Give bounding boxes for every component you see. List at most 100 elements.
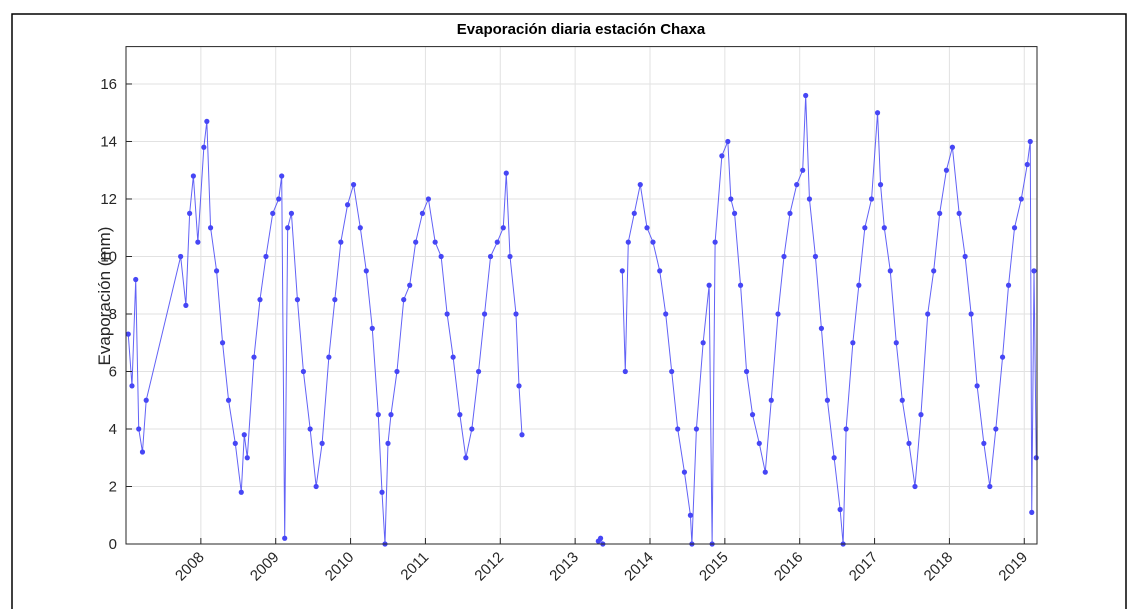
data-point: [232, 440, 238, 446]
data-point: [675, 426, 681, 432]
data-point: [681, 469, 688, 475]
data-point: [432, 239, 438, 245]
data-point: [862, 225, 868, 231]
data-point: [419, 210, 426, 216]
data-point: [981, 440, 987, 446]
data-point: [201, 144, 207, 150]
data-point: [294, 297, 301, 303]
data-point: [956, 210, 962, 216]
data-point: [487, 253, 494, 260]
y-tick-label: 14: [100, 133, 117, 150]
data-point: [279, 173, 285, 179]
data-point: [644, 225, 650, 231]
data-point: [1027, 138, 1033, 145]
data-point: [338, 239, 344, 245]
data-point: [238, 489, 244, 495]
data-point: [762, 469, 768, 475]
data-point: [881, 225, 887, 231]
data-point: [962, 253, 968, 260]
data-point: [207, 225, 214, 231]
data-point: [1018, 196, 1024, 202]
data-point: [288, 210, 295, 216]
data-point: [394, 368, 400, 375]
data: [125, 92, 1039, 547]
data-point: [712, 239, 718, 245]
data-point: [516, 383, 522, 389]
data-point: [136, 426, 142, 432]
data-point: [282, 535, 288, 541]
data-point: [463, 455, 469, 461]
data-point: [931, 268, 937, 274]
data-point: [350, 182, 357, 188]
y-axis-label: Evaporación (mm): [95, 227, 114, 366]
data-point: [728, 196, 734, 202]
data-point: [357, 225, 363, 231]
data-point: [469, 426, 475, 432]
data-point: [285, 225, 291, 231]
data-point: [625, 239, 631, 245]
data-point: [507, 253, 513, 260]
data-point: [332, 297, 338, 303]
data-point: [251, 354, 257, 360]
data-point: [743, 368, 750, 375]
data-point: [637, 182, 643, 188]
data-point: [276, 196, 282, 202]
data-point: [631, 210, 637, 216]
data-point: [850, 340, 856, 346]
data-point: [893, 340, 899, 346]
data-point: [987, 483, 993, 490]
data-point: [363, 268, 369, 274]
data-point: [706, 282, 712, 288]
data-point: [1024, 161, 1030, 168]
data-point: [225, 397, 232, 403]
y-tick-label: 10: [100, 248, 117, 265]
data-point: [781, 253, 787, 260]
data-point: [133, 276, 139, 283]
data-point: [125, 331, 131, 337]
data-point: [450, 354, 456, 360]
data-point: [500, 225, 506, 231]
data-point: [195, 239, 201, 245]
data-point: [657, 268, 663, 274]
data-point: [444, 311, 450, 317]
data-point: [669, 368, 675, 375]
data-point: [139, 449, 146, 455]
y-tick-label: 8: [109, 306, 117, 323]
data-point: [768, 397, 774, 403]
data-point: [925, 311, 931, 317]
data-point: [812, 253, 819, 260]
data-point: [1011, 225, 1018, 231]
data-point: [1033, 455, 1039, 461]
data-point: [824, 397, 831, 403]
y-tick-label: 16: [100, 76, 117, 93]
data-point: [375, 412, 381, 418]
data-point: [388, 412, 394, 418]
data-point: [937, 210, 943, 216]
data-point: [241, 432, 247, 438]
data-point: [818, 325, 825, 331]
data-point: [831, 455, 837, 461]
data-point: [650, 239, 656, 245]
data-point: [731, 210, 738, 216]
frame: [11, 13, 1127, 614]
data-point: [244, 455, 250, 461]
data-point: [856, 282, 862, 288]
data-point: [143, 397, 149, 403]
data-point: [438, 253, 444, 260]
data-point: [597, 535, 604, 541]
data-point: [993, 426, 999, 432]
data-point: [999, 354, 1006, 360]
data-point: [513, 311, 519, 317]
data-point: [385, 440, 391, 446]
data-point: [326, 354, 332, 360]
data-point: [475, 368, 482, 375]
data-point: [725, 138, 731, 145]
data-point: [949, 144, 956, 150]
data-point: [413, 239, 419, 245]
data-point: [187, 210, 193, 216]
data-point: [887, 268, 893, 274]
data-point: [319, 440, 325, 446]
data-point: [183, 302, 189, 308]
y-tick-label: 12: [100, 191, 117, 208]
